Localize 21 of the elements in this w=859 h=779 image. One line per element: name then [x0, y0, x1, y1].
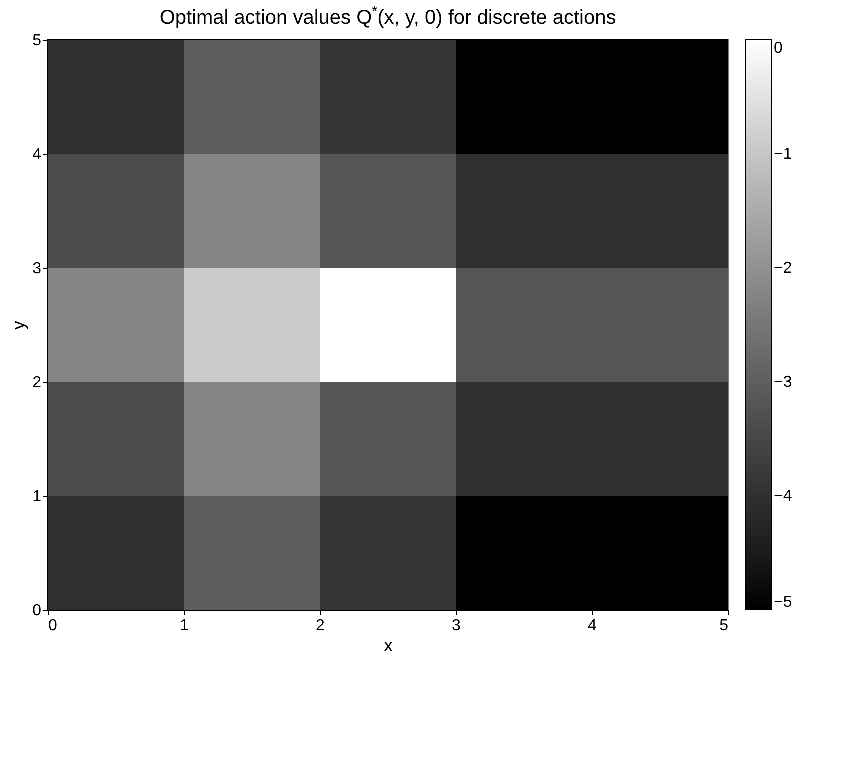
x-axis-title: x	[384, 636, 393, 656]
y-tick-label: 3	[32, 260, 42, 278]
x-tick-label: 4	[588, 618, 598, 634]
x-tick-label: 1	[180, 618, 190, 634]
y-axis-title: y	[8, 321, 29, 330]
y-tick-label: 4	[32, 146, 42, 164]
y-tick-label: 1	[32, 488, 42, 506]
color-bar-label: −2	[774, 260, 792, 277]
y-tick-label: 0	[32, 602, 42, 620]
color-bar-label: −3	[774, 374, 792, 391]
color-bar-label: −4	[774, 488, 792, 505]
x-tick-label: 0	[48, 618, 58, 634]
color-bar-label: 0	[774, 40, 783, 57]
x-tick-label: 5	[720, 618, 729, 634]
y-tick-label: 5	[32, 32, 42, 50]
color-bar-label: −5	[774, 594, 792, 611]
y-tick-label: 2	[32, 374, 42, 392]
x-tick-label: 2	[316, 618, 326, 634]
x-tick-label: 3	[452, 618, 462, 634]
color-bar-label: −1	[774, 146, 792, 163]
chart-title: Optimal action values Q$^{*}$(x, y, 0) for discrete actions	[160, 3, 616, 29]
